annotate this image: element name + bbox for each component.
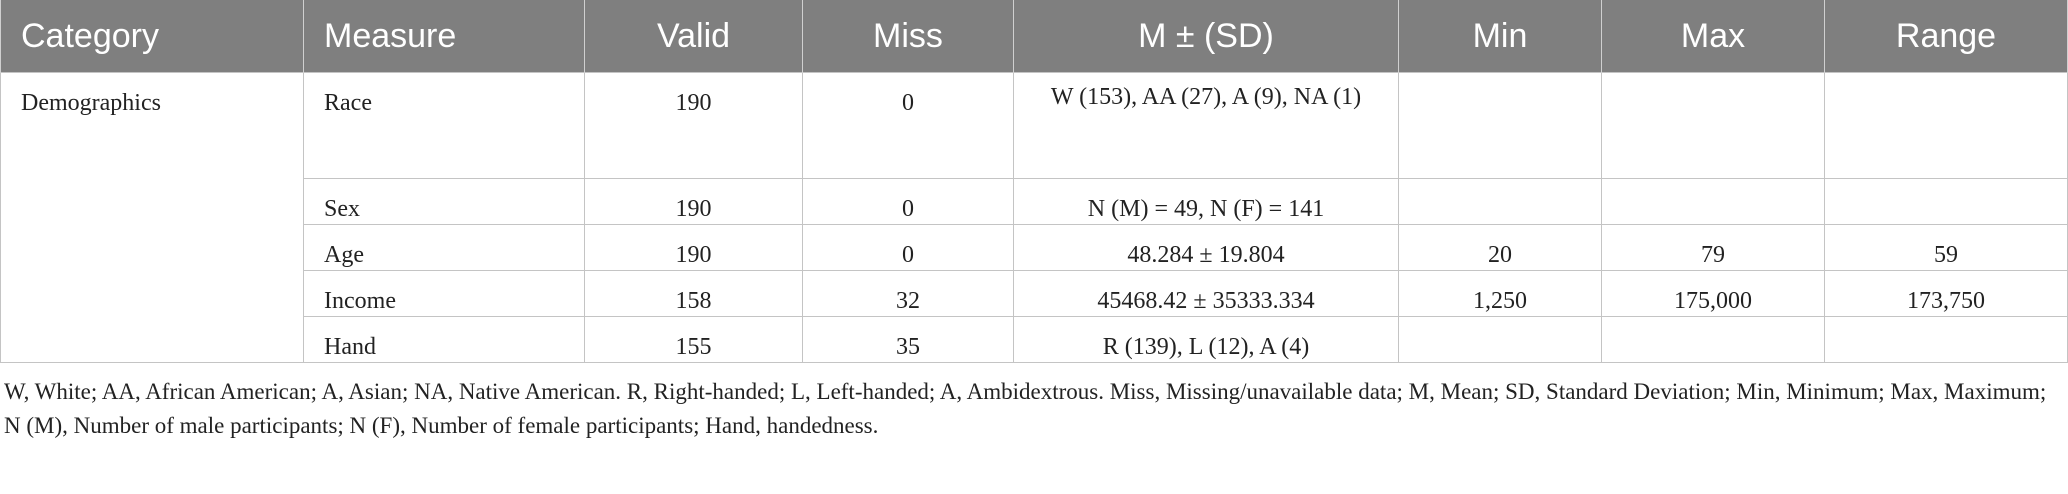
value-cell: 32 [802, 270, 1014, 317]
header-cell: Miss [802, 0, 1014, 73]
value-cell: 1,250 [1398, 270, 1602, 317]
header-cell: Measure [303, 0, 585, 73]
table-row: Age 190 0 48.284 ± 19.804 20 79 59 [1, 224, 2068, 271]
value-cell [1824, 316, 2068, 363]
header-cell: M ± (SD) [1013, 0, 1399, 73]
value-cell [1601, 316, 1825, 363]
table-row: Sex 190 0 N (M) = 49, N (F) = 141 [1, 178, 2068, 225]
measure-cell: Income [303, 270, 585, 317]
data-table: Category Measure Valid Miss M ± (SD) Min Max Ra… [0, 0, 2068, 363]
value-cell: 190 [584, 178, 803, 225]
value-cell [1601, 72, 1825, 179]
category-cell: Demographics [0, 72, 304, 363]
table-body: Demographics Race 190 0 W (153), AA (27), A … [0, 72, 2068, 363]
value-cell [1398, 72, 1602, 179]
header-cell: Valid [584, 0, 803, 73]
value-cell: 0 [802, 72, 1014, 179]
value-cell: 0 [802, 224, 1014, 271]
footnote: W, White; AA, African American; A, Asian… [4, 379, 2047, 438]
value-cell: 158 [584, 270, 803, 317]
measure-cell: Age [303, 224, 585, 271]
value-cell: 175,000 [1601, 270, 1825, 317]
table-row: Demographics Race 190 0 W (153), AA (27), A … [0, 72, 2068, 363]
table-row: Income 158 32 45468.42 ± 35333.334 1,250 175,… [1, 270, 2068, 317]
value-cell: 190 [584, 224, 803, 271]
value-cell: 48.284 ± 19.804 [1013, 224, 1399, 271]
value-cell [1398, 178, 1602, 225]
value-cell: N (M) = 49, N (F) = 141 [1013, 178, 1399, 225]
header-cell: Range [1824, 0, 2068, 73]
value-cell [1601, 178, 1825, 225]
value-cell: 59 [1824, 224, 2068, 271]
value-cell: 35 [802, 316, 1014, 363]
value-cell: 155 [584, 316, 803, 363]
header-cell: Min [1398, 0, 1602, 73]
value-cell: 45468.42 ± 35333.334 [1013, 270, 1399, 317]
value-cell: R (139), L (12), A (4) [1013, 316, 1399, 363]
value-cell: 190 [584, 72, 803, 179]
value-cell: 0 [802, 178, 1014, 225]
measure-cell: Race [303, 72, 585, 179]
measure-cell: Hand [303, 316, 585, 363]
value-cell: 173,750 [1824, 270, 2068, 317]
header-cell: Max [1601, 0, 1825, 73]
header-cell: Category [0, 0, 304, 73]
header-row: Category Measure Valid Miss M ± (SD) Min Max Ra… [0, 0, 2068, 73]
value-cell [1398, 316, 1602, 363]
value-cell [1824, 178, 2068, 225]
value-cell [1824, 72, 2068, 179]
value-cell: W (153), AA (27), A (9), NA (1) [1013, 72, 1399, 179]
table-row: Hand 155 35 R (139), L (12), A (4) [1, 316, 2068, 363]
measure-cell: Sex [303, 178, 585, 225]
value-cell: 79 [1601, 224, 1825, 271]
value-cell: 20 [1398, 224, 1602, 271]
